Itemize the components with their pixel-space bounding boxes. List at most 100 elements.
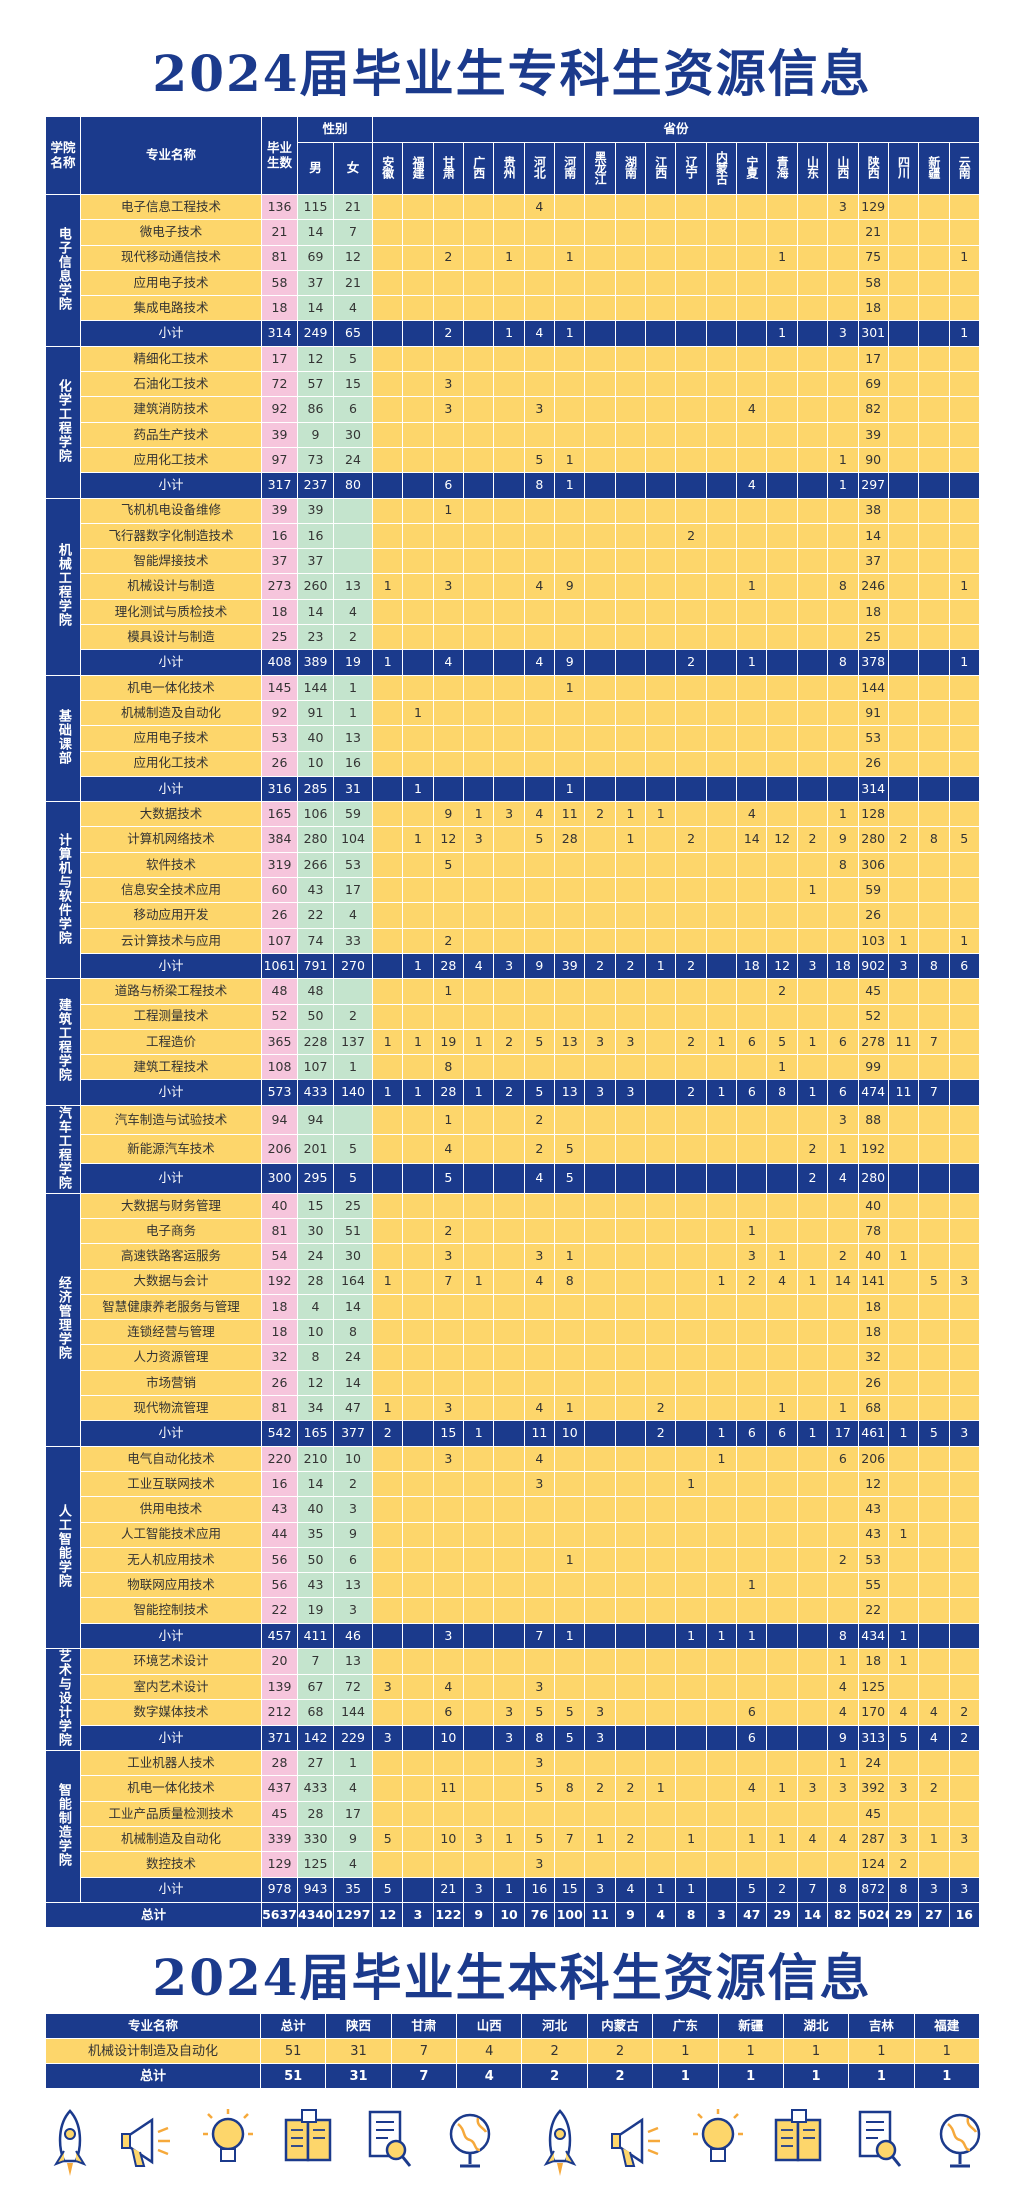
cell — [918, 649, 950, 676]
cell — [766, 1521, 798, 1548]
cell: 4 — [736, 396, 768, 423]
cell — [584, 573, 616, 600]
cell — [432, 269, 465, 297]
cell: 2 — [332, 624, 374, 651]
cell — [796, 396, 829, 423]
cell: 24 — [297, 1243, 334, 1270]
cell — [463, 1775, 495, 1802]
cell — [887, 396, 920, 423]
cell: 39 — [857, 421, 889, 448]
cell: 4 — [736, 801, 768, 828]
cell — [766, 371, 798, 398]
cell — [918, 1243, 950, 1270]
cell — [736, 446, 768, 474]
cell — [827, 497, 859, 524]
cell — [766, 1163, 798, 1194]
major-row: 工业产品质量检测技术 45 28 17 45 — [46, 1800, 981, 1827]
cell: 市场营销 — [80, 1369, 262, 1397]
cell: 22 — [261, 1597, 298, 1624]
cell — [796, 1445, 829, 1472]
cell — [918, 1003, 950, 1030]
cell — [918, 699, 950, 727]
cell — [493, 193, 525, 221]
cell: 20 — [261, 1648, 298, 1675]
cell — [705, 1104, 738, 1136]
cell — [796, 573, 829, 600]
cell — [614, 674, 647, 701]
header-cell: 陕西 — [325, 2013, 392, 2039]
cell — [463, 269, 495, 297]
cell: 249 — [297, 320, 334, 347]
cell — [736, 1673, 768, 1701]
cell — [736, 1104, 768, 1136]
cell: 53 — [857, 725, 889, 752]
cell: 6 — [736, 1420, 768, 1447]
cell — [796, 1344, 829, 1371]
cell — [705, 801, 738, 828]
cell: 411 — [297, 1622, 334, 1650]
cell — [948, 1572, 981, 1599]
cell: 道路与桥梁工程技术 — [80, 978, 262, 1005]
cell — [463, 573, 495, 600]
cell: 应用电子技术 — [80, 269, 262, 297]
cell: 28 — [297, 1268, 334, 1295]
cell: 50 — [297, 1546, 334, 1574]
cell — [402, 1775, 434, 1802]
cell: 22 — [297, 902, 334, 929]
cell: 10 — [493, 1901, 525, 1929]
college-name-text: 计算机与软件学院 — [55, 832, 71, 945]
cell: 2 — [614, 952, 647, 980]
cell — [918, 244, 950, 271]
cell — [372, 1597, 404, 1624]
cell — [645, 775, 677, 803]
cell — [948, 1079, 981, 1106]
cell — [645, 877, 677, 904]
cell — [584, 978, 616, 1005]
cell: 大数据与财务管理 — [80, 1192, 262, 1219]
cell — [614, 1699, 647, 1726]
cell: 室内艺术设计 — [80, 1673, 262, 1701]
cell — [463, 1572, 495, 1599]
cell — [887, 1673, 920, 1701]
cell — [614, 649, 647, 676]
cell — [705, 1825, 738, 1853]
cell — [463, 1369, 495, 1397]
cell — [372, 219, 404, 246]
cell — [705, 978, 738, 1005]
college-name: 基础课部 — [45, 674, 81, 803]
header-cell: 新疆 — [717, 2013, 784, 2039]
cell — [948, 1470, 981, 1498]
cell: 3 — [372, 1724, 404, 1752]
major-row: 化学工程学院 精细化工技术 17 12 5 17 — [45, 345, 981, 499]
cell — [523, 699, 556, 727]
cell — [736, 371, 768, 398]
cell: 16 — [261, 1470, 298, 1498]
cell: 1 — [796, 1079, 829, 1106]
cell — [372, 1572, 404, 1599]
cell: 1 — [675, 1876, 707, 1903]
cell: 474 — [857, 1079, 889, 1106]
cell — [402, 497, 434, 524]
cell — [645, 421, 677, 448]
cell — [675, 1673, 707, 1701]
cell — [918, 269, 950, 297]
cell: 3 — [523, 1851, 556, 1878]
cell: 3 — [493, 952, 525, 980]
cell — [827, 244, 859, 271]
cell — [675, 1699, 707, 1726]
cell — [887, 775, 920, 803]
cell — [887, 902, 920, 929]
cell: 1 — [827, 1648, 859, 1675]
cell: 3 — [887, 1775, 920, 1802]
cell: 82 — [827, 1901, 859, 1929]
college-name: 人工智能学院 — [45, 1445, 81, 1650]
cell: 68 — [297, 1699, 334, 1726]
cell: 72 — [332, 1673, 374, 1701]
cell: 6 — [332, 1546, 374, 1574]
cell — [463, 598, 495, 626]
cell — [948, 497, 981, 524]
cell — [645, 927, 677, 954]
cell: 48 — [261, 978, 298, 1005]
cell — [796, 1851, 829, 1878]
cell — [584, 1134, 616, 1165]
